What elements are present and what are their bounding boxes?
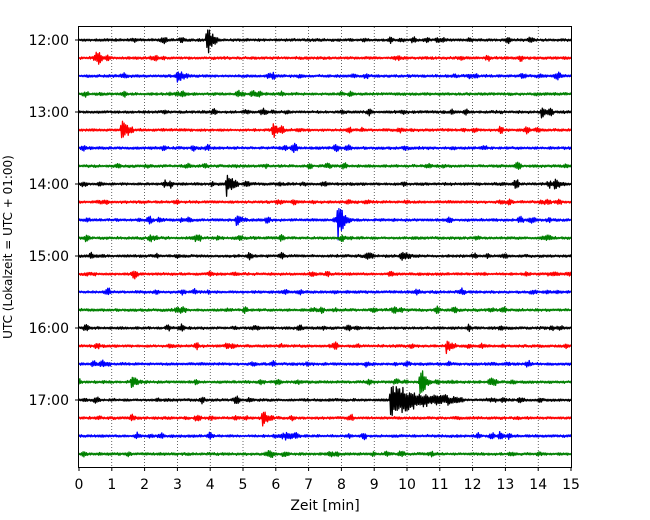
x-tick-label: 3 — [173, 477, 182, 493]
x-tick-label: 11 — [431, 477, 449, 493]
seismic-trace — [78, 89, 572, 98]
x-tick-label: 12 — [464, 477, 482, 493]
seismic-trace — [78, 207, 572, 241]
y-tick-label: 14:00 — [29, 177, 69, 193]
x-tick-label: 1 — [107, 477, 116, 493]
seismic-trace — [78, 340, 572, 355]
seismic-trace — [78, 270, 572, 280]
x-tick-label: 0 — [75, 477, 84, 493]
seismic-trace — [78, 287, 572, 296]
seismic-trace — [78, 359, 572, 368]
y-tick-label: 15:00 — [29, 249, 69, 265]
x-tick-label: 2 — [140, 477, 149, 493]
trace-group — [78, 29, 572, 459]
seismic-trace — [78, 142, 572, 154]
seismic-trace — [78, 323, 572, 333]
x-tick-label: 14 — [529, 477, 547, 493]
seismic-trace — [78, 370, 572, 394]
x-tick-label: 5 — [239, 477, 248, 493]
y-tick-label: 12:00 — [29, 33, 69, 49]
y-tick-label: 16:00 — [29, 321, 69, 337]
x-tick-label: 10 — [398, 477, 416, 493]
seismic-trace — [78, 161, 572, 170]
seismic-trace — [78, 198, 572, 206]
seismic-trace — [78, 430, 572, 441]
seismic-trace — [78, 233, 572, 243]
x-axis-ticks: 0 1 2 3 4 5 6 7 8 9 10 11 12 13 14 15 — [75, 467, 580, 493]
plot-frame — [78, 26, 572, 468]
seismic-trace — [78, 174, 572, 197]
y-tick-label: 17:00 — [29, 393, 69, 409]
x-tick-label: 4 — [206, 477, 215, 493]
seismic-trace — [78, 51, 572, 65]
vertical-gridlines — [111, 27, 539, 467]
y-axis-ticks: 12:00 13:00 14:00 15:00 16:00 17:00 — [29, 33, 79, 409]
seismic-trace — [78, 450, 572, 459]
x-tick-label: 7 — [304, 477, 313, 493]
seismic-trace — [78, 385, 572, 417]
y-tick-label: 13:00 — [29, 105, 69, 121]
y-axis-title: UTC (Lokalzeit = UTC + 01:00) — [1, 155, 15, 339]
x-tick-label: 9 — [370, 477, 379, 493]
seismic-trace — [78, 305, 572, 315]
x-tick-label: 15 — [562, 477, 580, 493]
seismic-trace — [78, 251, 572, 261]
seismic-trace — [78, 71, 572, 83]
seismic-trace — [78, 29, 572, 54]
seismic-trace — [78, 107, 572, 119]
seismic-trace — [78, 411, 572, 427]
x-tick-label: 8 — [337, 477, 346, 493]
seismic-trace — [78, 120, 572, 139]
x-axis-title: Zeit [min] — [290, 498, 359, 514]
x-tick-label: 13 — [496, 477, 514, 493]
x-tick-label: 6 — [271, 477, 280, 493]
